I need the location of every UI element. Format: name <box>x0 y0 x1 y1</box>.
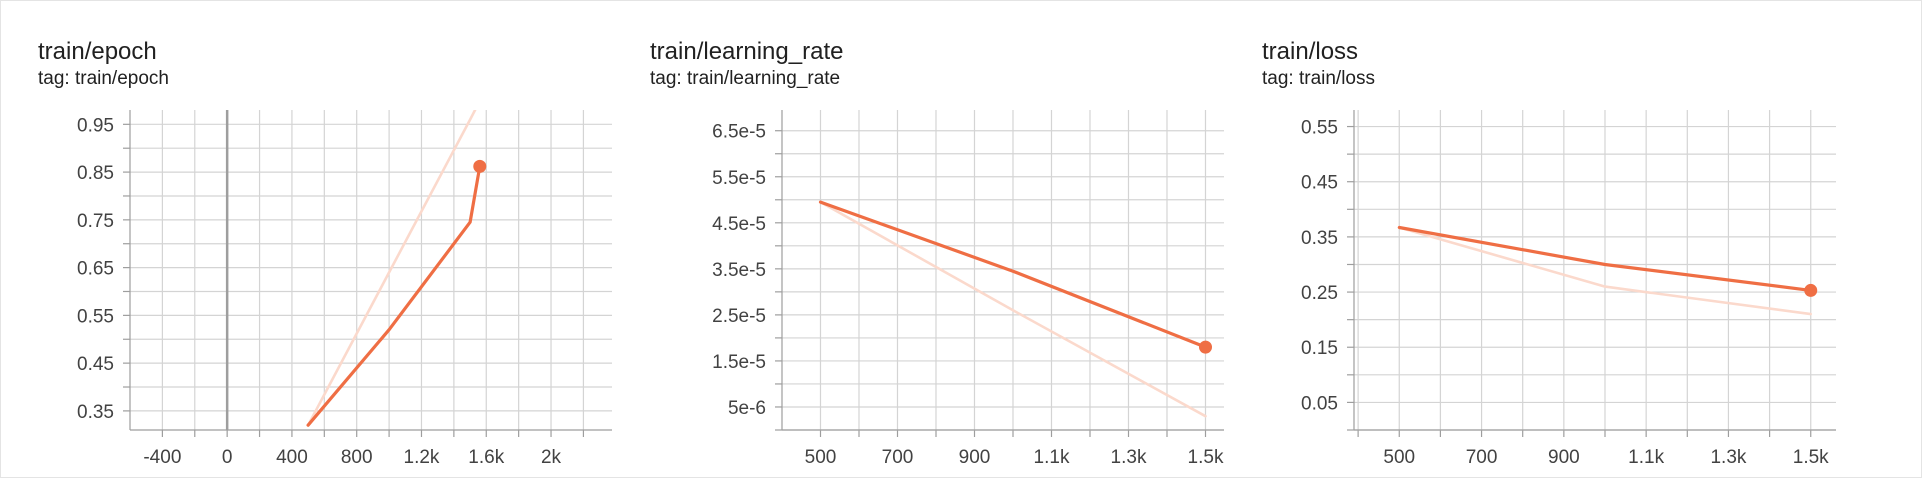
x-tick-label: 0 <box>222 447 233 468</box>
y-tick-label: 0.75 <box>77 211 114 232</box>
x-tick-label: 1.6k <box>468 447 504 468</box>
y-tick-label: 3.5e-5 <box>712 260 766 281</box>
x-tick-label: 1.2k <box>404 447 440 468</box>
chart-title: train/epoch <box>38 38 157 65</box>
chart-title: train/loss <box>1262 38 1359 65</box>
smoothed-series-line <box>1397 225 1813 292</box>
y-tick-label: 5e-6 <box>728 398 766 419</box>
learning-rate-line-chart[interactable]: 500 700 900 1.1k 1.3k 1.5k 5e-6 1.5e-5 2.5e-5 3.5… <box>612 0 1224 480</box>
raw-series-line <box>306 110 477 427</box>
latest-point-marker <box>473 159 487 173</box>
x-tick-label: 1.3k <box>1710 447 1746 468</box>
y-tick-label: 0.15 <box>1301 338 1338 359</box>
grid-lines <box>1347 110 1836 437</box>
x-tick-label: 1.1k <box>1628 447 1664 468</box>
chart-card-train-loss: train/loss tag: train/loss 500 700 900 1.1k… <box>1224 0 1836 480</box>
y-tick-label: 0.35 <box>1301 228 1338 249</box>
series-group <box>306 110 482 427</box>
chart-card-train-learning-rate: train/learning_rate tag: train/learning_… <box>612 0 1224 480</box>
y-tick-label: 1.5e-5 <box>712 352 766 373</box>
y-tick-label: 4.5e-5 <box>712 214 766 235</box>
chart-card-train-epoch: train/epoch tag: train/epoch -400 0 400 800… <box>0 0 612 480</box>
y-tick-label: 0.25 <box>1301 283 1338 304</box>
loss-line-chart[interactable]: 500 700 900 1.1k 1.3k 1.5k 0.05 0.15 0.25 0.35 0.4… <box>1224 0 1836 480</box>
y-tick-label: 0.45 <box>1301 173 1338 194</box>
raw-series-line <box>819 200 1207 418</box>
x-tick-label: 500 <box>805 447 837 468</box>
latest-point-marker <box>1804 283 1818 297</box>
series-group <box>1397 225 1813 316</box>
x-tick-label: 1.5k <box>1188 447 1224 468</box>
y-tick-label: 2.5e-5 <box>712 306 766 327</box>
chart-tag: tag: train/learning_rate <box>650 68 841 89</box>
x-tick-label: 500 <box>1383 447 1415 468</box>
y-tick-label: 0.65 <box>77 259 114 280</box>
x-tick-label: 1.5k <box>1793 447 1829 468</box>
x-tick-label: 900 <box>959 447 991 468</box>
y-tick-label: 0.85 <box>77 163 114 184</box>
x-tick-label: 800 <box>341 447 373 468</box>
x-tick-label: 700 <box>1466 447 1498 468</box>
x-tick-label: 1.1k <box>1034 447 1070 468</box>
y-tick-label: 6.5e-5 <box>712 122 766 143</box>
y-tick-label: 0.45 <box>77 354 114 375</box>
y-tick-label: 0.05 <box>1301 393 1338 414</box>
x-tick-label: 400 <box>276 447 308 468</box>
raw-series-line <box>1398 226 1813 316</box>
x-tick-label: 1.3k <box>1111 447 1147 468</box>
smoothed-series-line <box>818 200 1208 349</box>
y-tick-label: 0.55 <box>1301 118 1338 139</box>
x-tick-label: 700 <box>882 447 914 468</box>
y-tick-label: 0.55 <box>77 306 114 327</box>
x-tick-label: -400 <box>143 447 181 468</box>
chart-tag: tag: train/loss <box>1262 68 1375 89</box>
smoothed-series-line <box>306 164 482 427</box>
epoch-line-chart[interactable]: -400 0 400 800 1.2k 1.6k 2k 0.35 0.45 0.55 0.65 0.7… <box>0 0 612 480</box>
grid-lines <box>123 110 612 437</box>
x-tick-label: 2k <box>541 447 562 468</box>
chart-tag: tag: train/epoch <box>38 68 169 89</box>
y-tick-label: 5.5e-5 <box>712 168 766 189</box>
y-tick-label: 0.95 <box>77 115 114 136</box>
latest-point-marker <box>1199 340 1212 354</box>
series-group <box>818 200 1208 418</box>
y-tick-label: 0.35 <box>77 402 114 423</box>
chart-title: train/learning_rate <box>650 38 844 65</box>
x-tick-label: 900 <box>1548 447 1580 468</box>
